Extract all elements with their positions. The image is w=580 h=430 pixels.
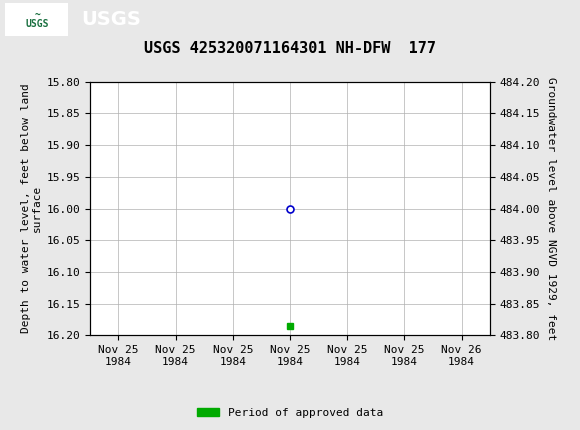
Legend: Period of approved data: Period of approved data — [193, 403, 387, 422]
Y-axis label: Groundwater level above NGVD 1929, feet: Groundwater level above NGVD 1929, feet — [546, 77, 556, 340]
Text: USGS 425320071164301 NH-DFW  177: USGS 425320071164301 NH-DFW 177 — [144, 41, 436, 56]
Text: USGS: USGS — [81, 10, 141, 29]
Y-axis label: Depth to water level, feet below land
surface: Depth to water level, feet below land su… — [21, 84, 42, 333]
FancyBboxPatch shape — [5, 3, 68, 36]
Text: ~
USGS: ~ USGS — [26, 10, 49, 29]
